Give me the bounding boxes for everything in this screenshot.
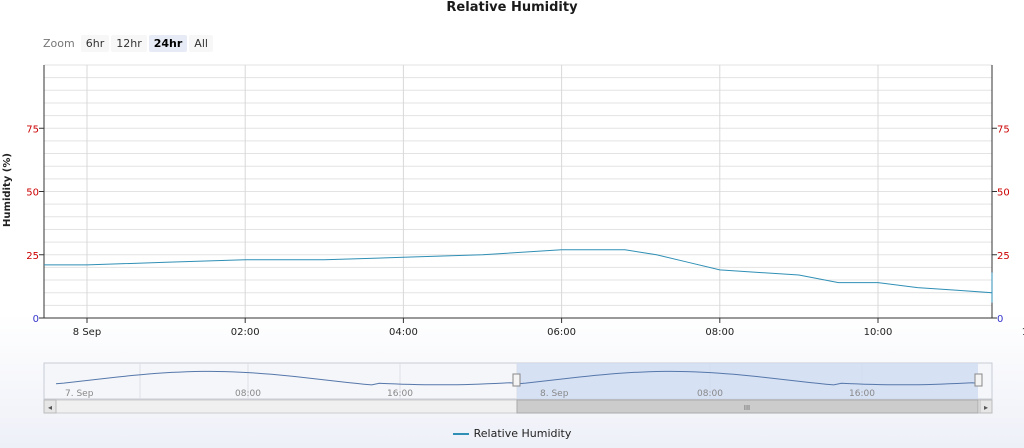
legend-line-swatch [452, 432, 469, 435]
scroll-right-button[interactable] [979, 399, 993, 414]
scroll-left-button[interactable] [43, 399, 57, 414]
y-axis-right: 0 25 50 75 [992, 124, 1010, 325]
legend[interactable]: Relative Humidity [0, 427, 1024, 440]
y-axis-title: Humidity (%) [2, 153, 13, 227]
y-tick-label-right: 0 [997, 314, 1003, 325]
x-tick-label: 8 Sep [73, 327, 101, 338]
navigator-x-labels: 7. Sep 08:00 16:00 8. Sep 08:00 16:00 [65, 389, 875, 399]
zoom-label: Zoom [43, 36, 75, 50]
scrollbar-thumb[interactable] [516, 399, 979, 414]
grid [43, 64, 993, 319]
navigator[interactable]: 7. Sep 08:00 16:00 8. Sep 08:00 16:00 [43, 362, 993, 400]
navigator-x-label: 8. Sep [540, 389, 569, 399]
chart-title: Relative Humidity [446, 0, 578, 15]
scroll-left-arrow-icon: ◂ [48, 403, 52, 412]
scrollbar-grip-icon: III [744, 404, 750, 412]
y-tick-label-left: 25 [26, 251, 39, 262]
x-tick-label: 08:00 [705, 327, 734, 338]
zoom-12hr-button[interactable]: 12hr [111, 34, 147, 52]
y-tick-label-left: 0 [33, 314, 39, 325]
navigator-x-label: 16:00 [387, 389, 413, 399]
x-axis: 8 Sep02:0004:0006:0008:0010:0012:0014:00… [73, 318, 1024, 338]
y-axis-left: 0 25 50 75 [26, 124, 44, 325]
x-tick-label: 12:00 [1022, 327, 1024, 338]
x-tick-label: 06:00 [547, 327, 576, 338]
x-tick-label: 10:00 [864, 327, 893, 338]
scrollbar[interactable]: ◂ III ▸ [43, 399, 993, 414]
x-tick-label: 04:00 [389, 327, 418, 338]
legend-label: Relative Humidity [473, 427, 572, 440]
zoom-24hr-button[interactable]: 24hr [148, 34, 188, 52]
navigator-x-label: 16:00 [849, 389, 875, 399]
navigator-x-label: 08:00 [697, 389, 723, 399]
series-line-relative-humidity [44, 249, 993, 303]
navigator-x-label: 7. Sep [65, 389, 94, 399]
y-tick-label-right: 50 [997, 188, 1010, 199]
scroll-right-arrow-icon: ▸ [984, 403, 988, 412]
y-tick-label-left: 50 [26, 188, 39, 199]
y-tick-label-right: 75 [997, 124, 1010, 135]
navigator-x-label: 08:00 [235, 389, 261, 399]
y-tick-label-left: 75 [26, 124, 39, 135]
zoom-selector: Zoom 6hr 12hr 24hr All [43, 33, 215, 53]
x-tick-label: 02:00 [231, 327, 260, 338]
navigator-left-handle[interactable] [512, 373, 521, 387]
navigator-right-handle[interactable] [974, 373, 983, 387]
navigator-selection[interactable] [517, 363, 978, 399]
zoom-all-button[interactable]: All [189, 34, 213, 52]
y-tick-label-right: 25 [997, 251, 1010, 262]
zoom-6hr-button[interactable]: 6hr [80, 34, 110, 52]
